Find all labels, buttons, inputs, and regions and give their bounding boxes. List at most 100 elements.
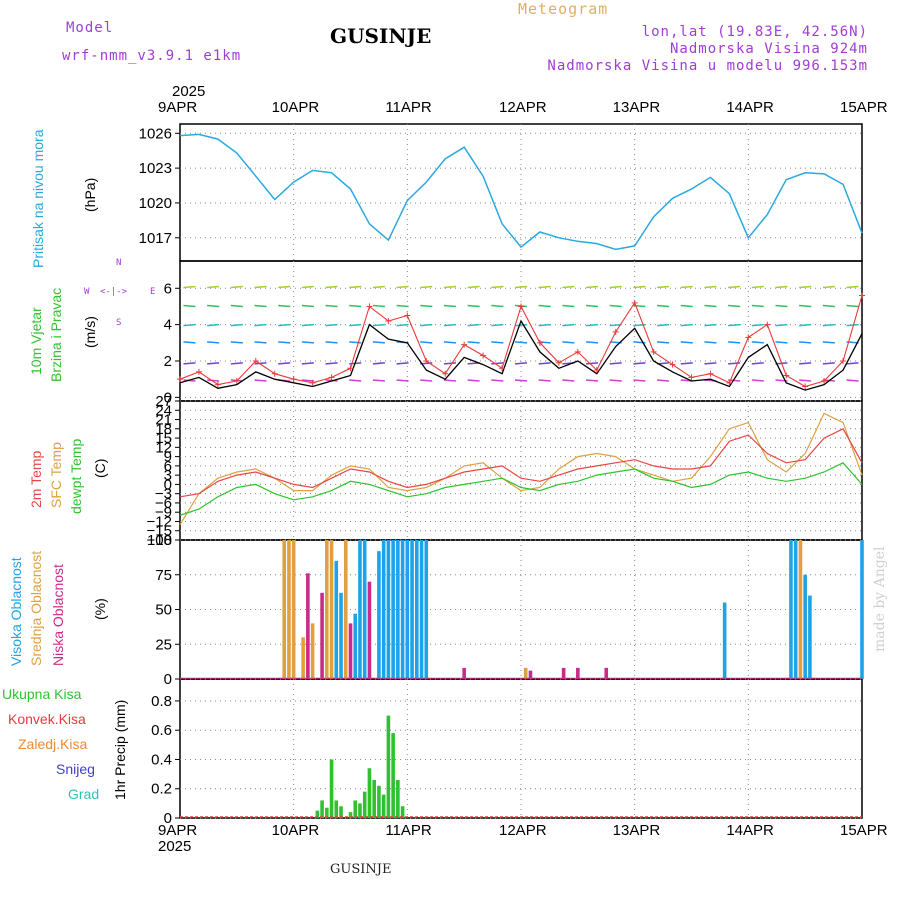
precip-bar (334, 800, 339, 818)
ytick-label: 24 (155, 402, 172, 419)
wind-arrow (538, 323, 551, 327)
wind-arrow (775, 341, 788, 344)
wind-arrow (609, 304, 622, 308)
cloud-bar (343, 540, 348, 679)
wind-arrow (846, 323, 859, 327)
ytick-label: −15 (147, 523, 172, 540)
wind-arrow (704, 285, 717, 289)
wind-arrow (728, 362, 741, 365)
ytick-label: 4 (164, 317, 172, 334)
precip-bar (325, 807, 329, 818)
precip-bar (329, 759, 334, 818)
ytick-label: 3 (164, 467, 172, 484)
wind-arrow (846, 285, 859, 289)
ytick-label: −18 (147, 532, 172, 549)
wind-arrow (585, 285, 599, 289)
temp-dewpt-line (179, 462, 863, 516)
wind-gust-marker (404, 312, 411, 319)
cloud-bar (793, 540, 798, 679)
ytick-label: 21 (155, 412, 172, 429)
wind-gust-marker (631, 299, 638, 306)
compass-arrow: <-|-> (100, 287, 128, 297)
wind-arrow (538, 304, 551, 308)
wind-arrow (230, 304, 243, 308)
bottom-tick-label: 11APR (385, 822, 432, 839)
wind-arrow (491, 304, 504, 308)
wind-arrow (538, 379, 551, 382)
wind-arrow (467, 341, 480, 344)
ytick-label: −6 (155, 495, 172, 512)
wind-gust-marker (328, 374, 335, 381)
wind-arrow (514, 341, 528, 344)
wind-arrow (751, 304, 764, 308)
bottom-tick-label: 13APR (612, 822, 661, 839)
wind-arrow (443, 379, 457, 382)
precip-bar (400, 806, 405, 818)
ytick-label: 1020 (139, 195, 172, 212)
bottom-tick-label: 14APR (726, 822, 774, 839)
wind-arrow (278, 341, 291, 344)
wind-arrow (207, 285, 220, 289)
top-tick-label: 10APR (271, 99, 320, 116)
wind-arrow (467, 379, 480, 382)
wind-arrow (609, 379, 622, 382)
wind-arrow (207, 323, 220, 327)
cloud-bar (798, 540, 803, 679)
wind-arrow (822, 341, 835, 344)
precip-bar (353, 800, 358, 818)
wind-gust-marker (821, 378, 828, 384)
cloud-bar (462, 667, 466, 679)
wind-arrow (609, 285, 622, 289)
precip-bar (348, 812, 353, 818)
cloud-bar (803, 574, 807, 679)
wind-arrow (183, 323, 196, 327)
precip-grad-label: Grad (68, 786, 100, 802)
cloud-bar (424, 540, 429, 679)
wind-arrow (349, 304, 362, 308)
wind-arrow (183, 341, 196, 344)
top-tick-label: 9APR (158, 99, 198, 116)
precip-bar (339, 806, 343, 818)
wind-arrow (349, 285, 362, 289)
wind-arrow (301, 285, 314, 289)
wind-arrow (538, 285, 551, 289)
cloud-bar (329, 540, 334, 679)
wind-gust-marker (461, 341, 468, 348)
cloud-bar (386, 540, 391, 679)
wind-arrow (751, 341, 764, 344)
wind-arrow (538, 341, 551, 344)
cloud-bar (789, 540, 793, 679)
wind-arrow (278, 362, 291, 365)
cloud-bar (310, 623, 315, 679)
bottom-tick-label: 12APR (499, 822, 547, 839)
bottom-tick-label: 9APR (158, 822, 198, 839)
wind-gust-marker (859, 292, 865, 299)
wind-arrow (230, 285, 243, 289)
wind-arrow (254, 362, 267, 365)
cloud-bar (528, 670, 533, 679)
wind-arrow (491, 323, 504, 327)
wind-arrow (585, 304, 599, 308)
wind-arrow (799, 379, 812, 382)
compass-east: E (150, 287, 156, 297)
wind-arrow (562, 304, 575, 308)
wind-arrow (704, 323, 717, 327)
precip-snow-label: Snijeg (56, 761, 95, 777)
wind-arrow (420, 379, 433, 382)
wind-arrow (372, 304, 385, 308)
ytick-label: 0.8 (151, 693, 172, 710)
wind-arrow (514, 323, 528, 327)
wind-gust-marker (840, 358, 847, 364)
wind-arrow (278, 285, 291, 289)
wind-arrow (183, 304, 196, 308)
wind-arrow (751, 379, 764, 382)
wind-gust-marker (290, 376, 297, 383)
wind-gust-marker (650, 348, 657, 355)
cloud-bar (287, 540, 291, 679)
wind-arrow (491, 285, 504, 289)
cloud-bar (419, 540, 424, 679)
wind-arrow (728, 304, 741, 308)
wind-arrow (633, 285, 646, 289)
wind-gust-marker (745, 334, 752, 341)
wind-arrow (799, 362, 812, 365)
